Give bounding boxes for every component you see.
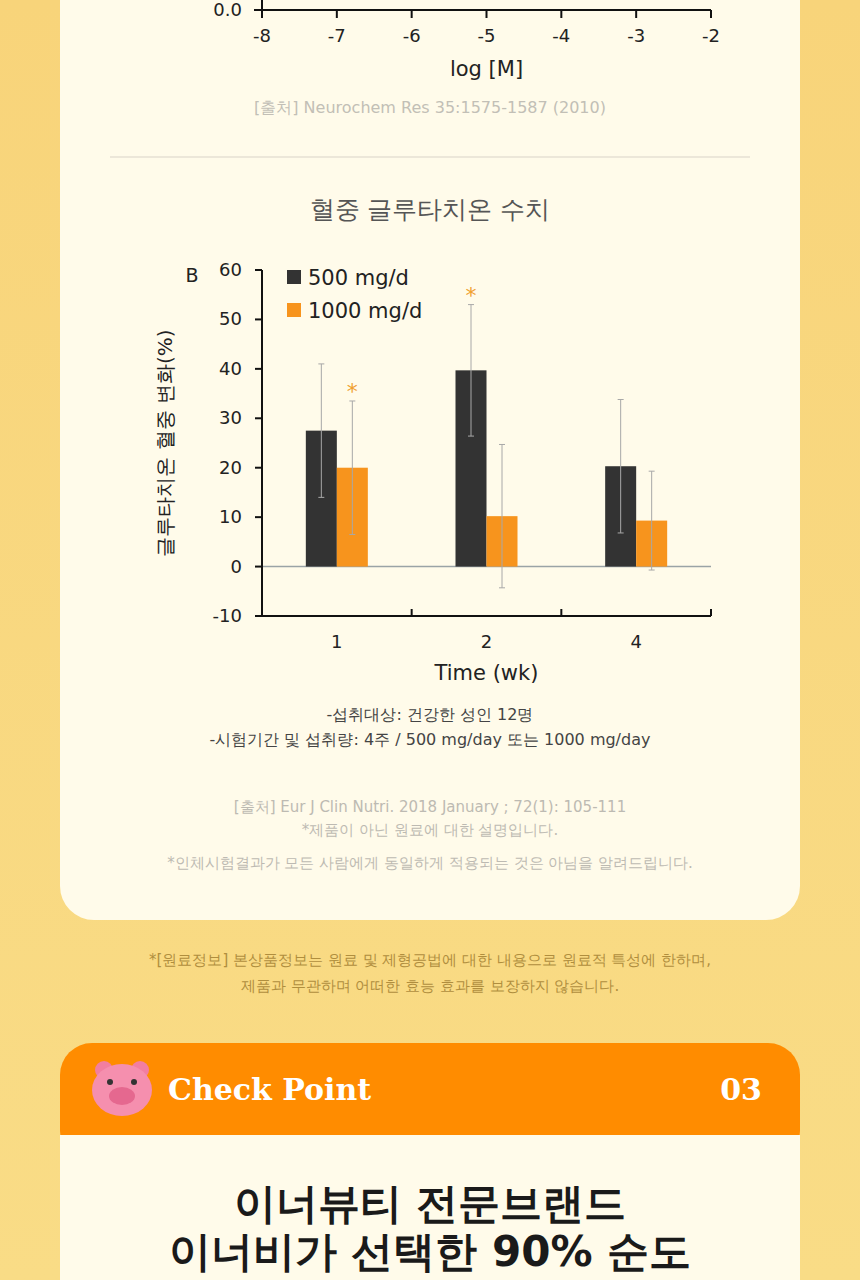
x-boundary-tick	[261, 609, 263, 616]
error-cap	[349, 534, 355, 535]
x-tick	[336, 10, 338, 18]
x-tick-label: -6	[403, 25, 421, 46]
x-tick	[486, 10, 488, 18]
y-tick	[255, 467, 262, 469]
significance-mark: *	[347, 379, 358, 404]
x-tick-label: -4	[552, 25, 570, 46]
x-tick	[710, 10, 712, 18]
study-note: -섭취대상: 건강한 성인 12명	[327, 705, 534, 724]
check-card	[60, 1135, 800, 1280]
x-tick	[635, 10, 637, 18]
pig-snout	[109, 1087, 135, 1105]
y-tick-label: 20	[219, 457, 242, 478]
x-tick	[560, 10, 562, 18]
significance-mark: *	[466, 283, 477, 308]
y-tick-label: 60	[219, 259, 242, 280]
x-tick-label: 4	[630, 631, 641, 652]
legend-swatch	[287, 270, 301, 284]
error-cap	[618, 399, 624, 400]
x-tick	[261, 10, 263, 18]
source: [출처] Eur J Clin Nutri. 2018 January ; 72…	[234, 798, 626, 816]
error-line	[471, 305, 472, 436]
error-bar	[468, 305, 474, 436]
y-tick	[254, 9, 262, 11]
y-tick-label: 30	[219, 407, 242, 428]
check-point-number: 03	[720, 1072, 762, 1107]
pig-eye	[131, 1079, 137, 1085]
y-tick-label: 40	[219, 358, 242, 379]
error-bar	[318, 364, 324, 497]
y-axis	[261, 0, 263, 10]
error-line	[502, 444, 503, 587]
error-cap	[318, 497, 324, 498]
y-tick	[255, 417, 262, 419]
y-axis	[261, 270, 263, 616]
x-axis	[262, 615, 711, 617]
x-tick-label: -2	[702, 25, 720, 46]
error-bar	[499, 444, 505, 587]
panel-letter: B	[185, 264, 198, 286]
chart-title: 혈중 글루타치온 수치	[310, 195, 551, 224]
top-chart: -8 -7 -6 -5 -4 -3 -2 0.0 log [M] [출처] Neurochem R…	[213, 0, 720, 117]
x-boundary-tick	[560, 609, 562, 616]
error-cap	[468, 436, 474, 437]
error-bar	[649, 471, 655, 570]
y-tick	[255, 566, 262, 568]
pig-icon	[92, 1061, 152, 1116]
legend-label: 1000 mg/d	[308, 299, 422, 323]
disclaimer: 제품과 무관하며 어떠한 효능 효과를 보장하지 않습니다.	[241, 977, 619, 995]
headline: 이너뷰티 전문브랜드	[234, 1179, 627, 1228]
error-cap	[499, 587, 505, 588]
pig-face	[92, 1064, 152, 1116]
divider	[110, 156, 750, 158]
check-point-label: Check Point	[168, 1072, 371, 1107]
error-line	[651, 471, 652, 570]
y-tick	[255, 615, 262, 617]
x-axis-title: log [M]	[450, 57, 523, 81]
error-bar	[618, 400, 624, 533]
source: [출처] Neurochem Res 35:1575-1587 (2010)	[254, 98, 606, 117]
y-tick-label: 50	[219, 308, 242, 329]
y-tick-label: -10	[213, 605, 242, 626]
card	[60, 0, 800, 920]
marks	[306, 305, 667, 588]
footnote: *인체시험결과가 모든 사람에게 동일하게 적용되는 것은 아님을 알려드립니다…	[167, 854, 693, 872]
x-axis-title: Time (wk)	[434, 661, 539, 685]
error-cap	[649, 570, 655, 571]
pig-eye	[107, 1079, 113, 1085]
x-boundary-tick	[710, 609, 712, 616]
x-tick-label: -8	[253, 25, 271, 46]
y-tick	[255, 269, 262, 271]
y-tick	[255, 516, 262, 518]
y-axis-title: 글루타치온 혈중 변화(%)	[153, 329, 177, 556]
error-cap	[649, 471, 655, 472]
x-tick-label: 2	[481, 631, 492, 652]
error-bar	[349, 401, 355, 534]
legend-swatch	[287, 303, 301, 317]
x-tick	[411, 10, 413, 18]
y-tick	[255, 368, 262, 370]
error-cap	[499, 444, 505, 445]
error-line	[620, 400, 621, 533]
study-note: -시험기간 및 섭취량: 4주 / 500 mg/day 또는 1000 mg/…	[210, 730, 651, 749]
y-tick	[255, 318, 262, 320]
error-cap	[318, 363, 324, 364]
error-cap	[618, 532, 624, 533]
y-tick-label: 0.0	[213, 0, 242, 20]
x-tick-label: 1	[331, 631, 342, 652]
legend-label: 500 mg/d	[308, 266, 409, 290]
headline: 이너비가 선택한 90% 순도	[169, 1227, 691, 1276]
page: -8 -7 -6 -5 -4 -3 -2 0.0 log [M] [출처] Neurochem R…	[0, 0, 860, 1280]
y-tick-label: 10	[219, 506, 242, 527]
y-tick-label: 0	[231, 556, 242, 577]
footnote: *제품이 아닌 원료에 대한 설명입니다.	[302, 821, 558, 839]
error-line	[352, 401, 353, 534]
x-tick-label: -3	[627, 25, 645, 46]
x-boundary-tick	[411, 609, 413, 616]
bar-chart: 혈중 글루타치온 수치 B 글루타치온 혈중 변화(%) -10 0 10 20 30 40 50…	[153, 195, 711, 872]
disclaimer: *[원료정보] 본상품정보는 원료 및 제형공법에 대한 내용으로 원료적 특성…	[149, 951, 711, 969]
x-tick-label: -5	[478, 25, 496, 46]
x-tick-label: -7	[328, 25, 346, 46]
error-line	[321, 364, 322, 497]
